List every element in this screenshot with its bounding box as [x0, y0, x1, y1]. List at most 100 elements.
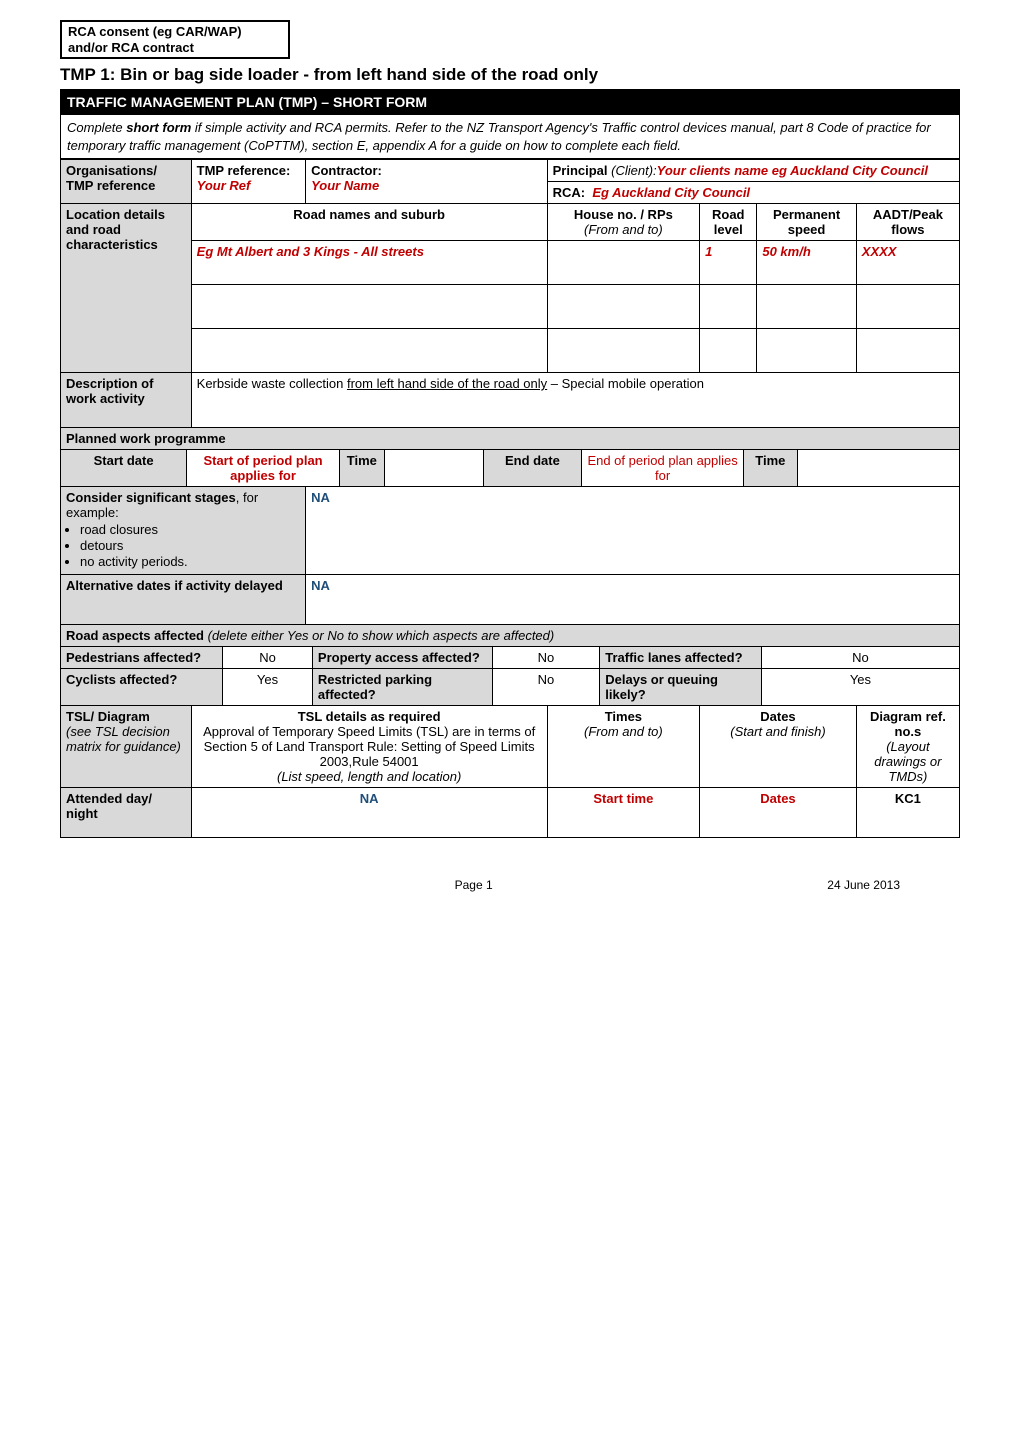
loc-r1-road-v: Eg Mt Albert and 3 Kings - All streets [197, 244, 424, 259]
ped-label: Pedestrians affected? [61, 647, 223, 668]
tsl-label: TSL/ Diagram (see TSL decision matrix fo… [61, 706, 192, 788]
loc-r3-level [700, 329, 757, 373]
main-table: Organisations/ TMP reference TMP referen… [60, 159, 960, 838]
loc-r2-road [191, 285, 547, 329]
tsl-col1: TSL details as required Approval of Temp… [191, 706, 547, 788]
loc-r2-level [700, 285, 757, 329]
time2-val [797, 450, 959, 486]
time1-val [384, 450, 483, 486]
stages-val: NA [311, 490, 330, 505]
ra-row2: Cyclists affected? Yes Restricted parkin… [61, 669, 960, 706]
desc-value: Kerbside waste collection from left hand… [191, 373, 959, 428]
loc-r2-house [547, 285, 700, 329]
attended-na: NA [191, 788, 547, 838]
attended-label: Attended day/ night [61, 788, 192, 838]
delay-v: Yes [761, 669, 959, 705]
loc-r1-house [547, 241, 700, 285]
traf-v: No [761, 647, 959, 668]
contractor-label: Contractor: [311, 163, 382, 178]
loc-r3-house [547, 329, 700, 373]
loc-r2-aadt [856, 285, 959, 329]
tsl-c2-t: Times [605, 709, 642, 724]
loc-r1-level: 1 [700, 241, 757, 285]
alt-val: NA [311, 578, 330, 593]
rca-consent-box: RCA consent (eg CAR/WAP) and/or RCA cont… [60, 20, 290, 59]
tsl-col2: Times (From and to) [547, 706, 700, 788]
stages-label: Consider significant stages, for example… [61, 487, 306, 575]
footer: Page 1 24 June 2013 [60, 878, 960, 892]
tsl-c2-s: (From and to) [584, 724, 663, 739]
end-date-label: End date [483, 450, 582, 486]
time1: Time [339, 450, 384, 486]
col-house-s: (From and to) [584, 222, 663, 237]
org-label2: TMP reference [66, 178, 155, 193]
alt-val-cell: NA [306, 575, 960, 625]
end-period: End of period plan applies for [582, 450, 744, 486]
rca-cell: RCA: Eg Auckland City Council [547, 182, 959, 204]
tmp-ref-cell: TMP reference: Your Ref [191, 160, 305, 204]
loc-r1-speed: 50 km/h [757, 241, 856, 285]
tmp-ref-val: Your Ref [197, 178, 251, 193]
traf-label: Traffic lanes affected? [600, 647, 762, 668]
col-aadt: AADT/Peak flows [856, 204, 959, 241]
stages-pre: Consider significant stages [66, 490, 236, 505]
ped-v: No [223, 647, 313, 668]
attended-kc1: KC1 [856, 788, 959, 838]
tsl-rest: (see TSL decision matrix for guidance) [66, 724, 181, 754]
park-label: Restricted parking affected? [312, 669, 492, 705]
location-label: Location details and road characteristic… [61, 204, 192, 373]
principal-client: (Client): [608, 163, 657, 178]
stage-b1: road closures [80, 522, 300, 537]
tsl-c1-s2: (List speed, length and location) [277, 769, 461, 784]
attended-start: Start time [547, 788, 700, 838]
principal-val: Your clients name eg Auckland City Counc… [657, 163, 928, 178]
tsl-c1-t: TSL details as required [298, 709, 441, 724]
col-road: Road names and suburb [191, 204, 547, 241]
start-row: Start date Start of period plan applies … [61, 450, 960, 487]
stage-b2: detours [80, 538, 300, 553]
stages-val-cell: NA [306, 487, 960, 575]
tsl-c4-t: Diagram ref. no.s [870, 709, 946, 739]
loc-r3-speed [757, 329, 856, 373]
principal-label: Principal [553, 163, 608, 178]
ra-row1: Pedestrians affected? No Property access… [61, 647, 960, 669]
loc-r3-aadt [856, 329, 959, 373]
desc-post: – Special mobile operation [547, 376, 704, 391]
col-level: Road level [700, 204, 757, 241]
rca-line1: RCA consent (eg CAR/WAP) [68, 24, 242, 39]
rca-val: Eg Auckland City Council [592, 185, 750, 200]
principal-cell: Principal (Client):Your clients name eg … [547, 160, 959, 182]
tsl-c3-t: Dates [760, 709, 795, 724]
contractor-cell: Contractor: Your Name [306, 160, 548, 204]
stage-b3: no activity periods. [80, 554, 300, 569]
prop-v: No [492, 647, 600, 668]
note-post: if simple activity and RCA permits. Refe… [67, 120, 931, 153]
org-label1: Organisations/ [66, 163, 157, 178]
park-v: No [492, 669, 600, 705]
rca-line2: and/or RCA contract [68, 40, 194, 55]
loc-r2-speed [757, 285, 856, 329]
tsl-col4: Diagram ref. no.s (Layout drawings or TM… [856, 706, 959, 788]
desc-pre: Kerbside waste collection [197, 376, 347, 391]
footer-date: 24 June 2013 [827, 878, 900, 892]
tsl-c3-s: (Start and finish) [730, 724, 825, 739]
ra-bold: Road aspects affected [66, 628, 204, 643]
delay-label: Delays or queuing likely? [600, 669, 762, 705]
loc-r1-speed-v: 50 km/h [762, 244, 810, 259]
prop-label: Property access affected? [312, 647, 492, 668]
cyc-v: Yes [223, 669, 313, 705]
ra-rest: (delete either Yes or No to show which a… [204, 628, 554, 643]
tsl-col3: Dates (Start and finish) [700, 706, 857, 788]
loc-r1-road: Eg Mt Albert and 3 Kings - All streets [191, 241, 547, 285]
tmp-ref-label: TMP reference: [197, 163, 291, 178]
loc-r3-road [191, 329, 547, 373]
col-speed: Permanent speed [757, 204, 856, 241]
footer-page: Page 1 [455, 878, 493, 892]
tsl-c1-s1: Approval of Temporary Speed Limits (TSL)… [203, 724, 535, 769]
start-period: Start of period plan applies for [187, 450, 340, 486]
col-house: House no. / RPs (From and to) [547, 204, 700, 241]
planned-banner: Planned work programme [61, 428, 960, 450]
tmp-title: TMP 1: Bin or bag side loader - from lef… [60, 65, 960, 85]
rca-label: RCA: [553, 185, 586, 200]
note-pre: Complete [67, 120, 126, 135]
